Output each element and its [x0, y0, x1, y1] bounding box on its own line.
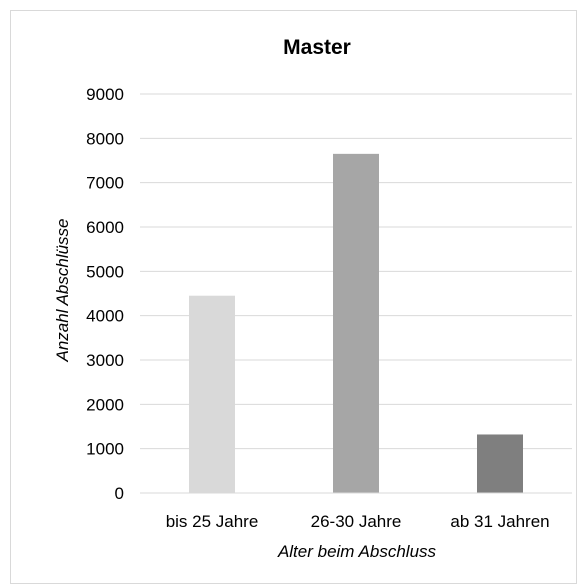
bar-3 [477, 434, 523, 493]
bars [189, 153, 523, 493]
y-tick-label: 3000 [86, 351, 124, 370]
y-tick-label: 2000 [86, 395, 124, 414]
x-tick-label: 26-30 Jahre [311, 512, 402, 531]
y-tick-label: 1000 [86, 440, 124, 459]
y-tick-label: 8000 [86, 129, 124, 148]
y-tick-label: 6000 [86, 218, 124, 237]
y-axis-ticks: 0 1000 2000 3000 4000 5000 6000 7000 8000 9000 [86, 85, 124, 503]
y-tick-label: 5000 [86, 262, 124, 281]
x-tick-label: bis 25 Jahre [166, 512, 259, 531]
x-axis-ticks: bis 25 Jahre 26-30 Jahre ab 31 Jahren [166, 512, 550, 531]
x-axis-label: Alter beim Abschluss [277, 542, 437, 561]
chart-title: Master [283, 36, 351, 59]
y-axis-label: Anzahl Abschlüsse [53, 218, 72, 362]
x-tick-label: ab 31 Jahren [450, 512, 549, 531]
y-tick-label: 0 [115, 484, 124, 503]
y-tick-label: 7000 [86, 174, 124, 193]
y-tick-label: 9000 [86, 85, 124, 104]
bar-2 [333, 153, 379, 493]
y-tick-label: 4000 [86, 307, 124, 326]
bar-1 [189, 295, 235, 493]
